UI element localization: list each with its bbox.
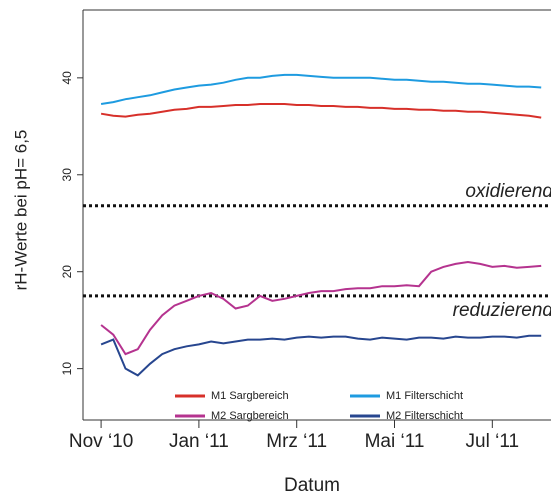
x-tick-label: Mai ‘11 xyxy=(365,431,425,452)
y-axis-label: rH-Werte bei pH= 6,5 xyxy=(11,130,30,291)
reference-label: oxidierend xyxy=(465,181,551,202)
series-line xyxy=(100,334,542,377)
x-tick-label: Mrz ‘11 xyxy=(266,431,327,452)
series-line xyxy=(100,260,542,356)
y-tick-label: 10 xyxy=(60,362,74,376)
legend-label: M1 Sargbereich xyxy=(211,390,289,402)
x-axis-label: Datum xyxy=(284,475,340,496)
legend-label: M1 Filterschicht xyxy=(386,390,463,402)
series-line xyxy=(100,73,542,105)
x-tick-label: Nov ‘10 xyxy=(69,431,133,452)
series-line xyxy=(100,103,542,119)
legend-label: M2 Filterschicht xyxy=(386,410,463,422)
y-tick-label: 40 xyxy=(60,71,74,85)
y-tick-label: 20 xyxy=(60,265,74,279)
x-tick-label: Jul ‘11 xyxy=(466,431,520,452)
y-tick-label: 30 xyxy=(60,168,74,182)
x-tick-label: Jan ‘11 xyxy=(169,431,229,452)
legend-label: M2 Sargbereich xyxy=(211,410,289,422)
reference-label: reduzierend xyxy=(453,300,551,321)
